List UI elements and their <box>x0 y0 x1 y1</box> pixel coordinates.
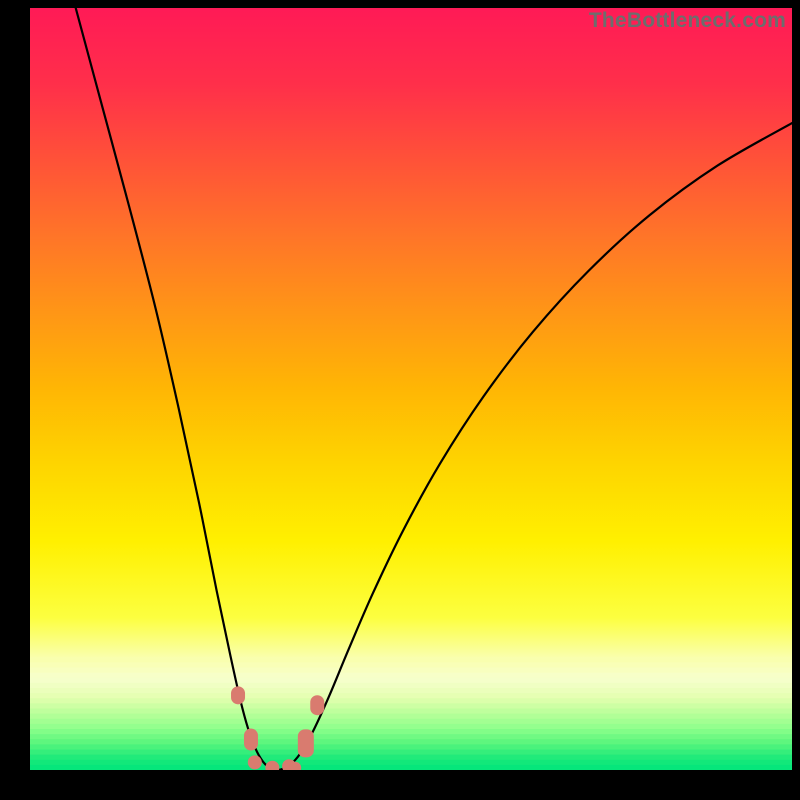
data-marker <box>265 761 279 770</box>
data-marker <box>310 695 324 715</box>
frame-right <box>792 0 800 800</box>
plot-area <box>30 8 792 770</box>
watermark: TheBottleneck.com <box>589 9 786 33</box>
data-marker <box>244 729 258 751</box>
frame-left <box>0 0 30 800</box>
data-marker <box>248 755 262 769</box>
frame-bottom <box>0 770 800 800</box>
data-marker <box>231 686 245 704</box>
data-marker <box>298 729 314 757</box>
frame-top <box>0 0 800 8</box>
markers-layer <box>30 8 792 770</box>
